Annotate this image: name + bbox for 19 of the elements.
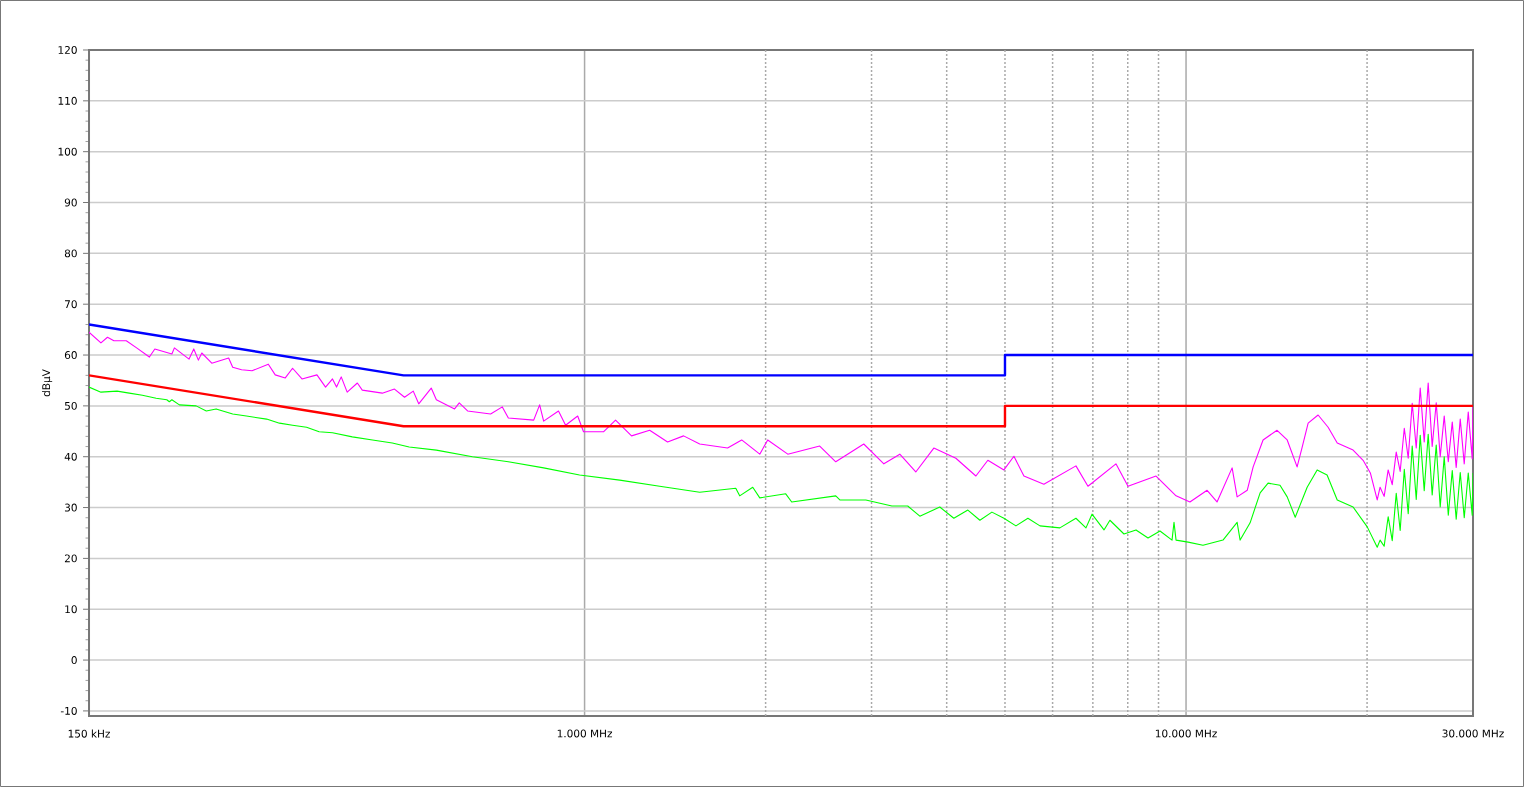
x-tick-label: 30.000 MHz [1442, 729, 1504, 738]
y-tick-label: 70 [65, 300, 77, 309]
y-tick-label: 90 [64, 198, 77, 207]
y-tick-label: 100 [58, 147, 77, 156]
y-tick-label: 40 [64, 452, 77, 461]
y-tick-label: 60 [64, 351, 77, 360]
x-tick-label: 150 kHz [68, 729, 110, 738]
y-tick-label: 80 [64, 249, 77, 258]
x-tick-label: 1.000 MHz [557, 729, 613, 738]
y-tick-label: 10 [65, 605, 77, 614]
y-tick-label: 30 [64, 503, 77, 512]
x-tick-label: 10.000 MHz [1155, 729, 1217, 738]
y-tick-label: -10 [60, 706, 77, 715]
y-tick-label: 50 [64, 401, 77, 410]
y-tick-label: 120 [58, 46, 77, 54]
y-tick-label: 0 [71, 656, 77, 665]
y-tick-label: 20 [64, 554, 77, 563]
y-axis-title: dBµV [41, 369, 53, 397]
y-tick-label: 110 [58, 96, 77, 105]
